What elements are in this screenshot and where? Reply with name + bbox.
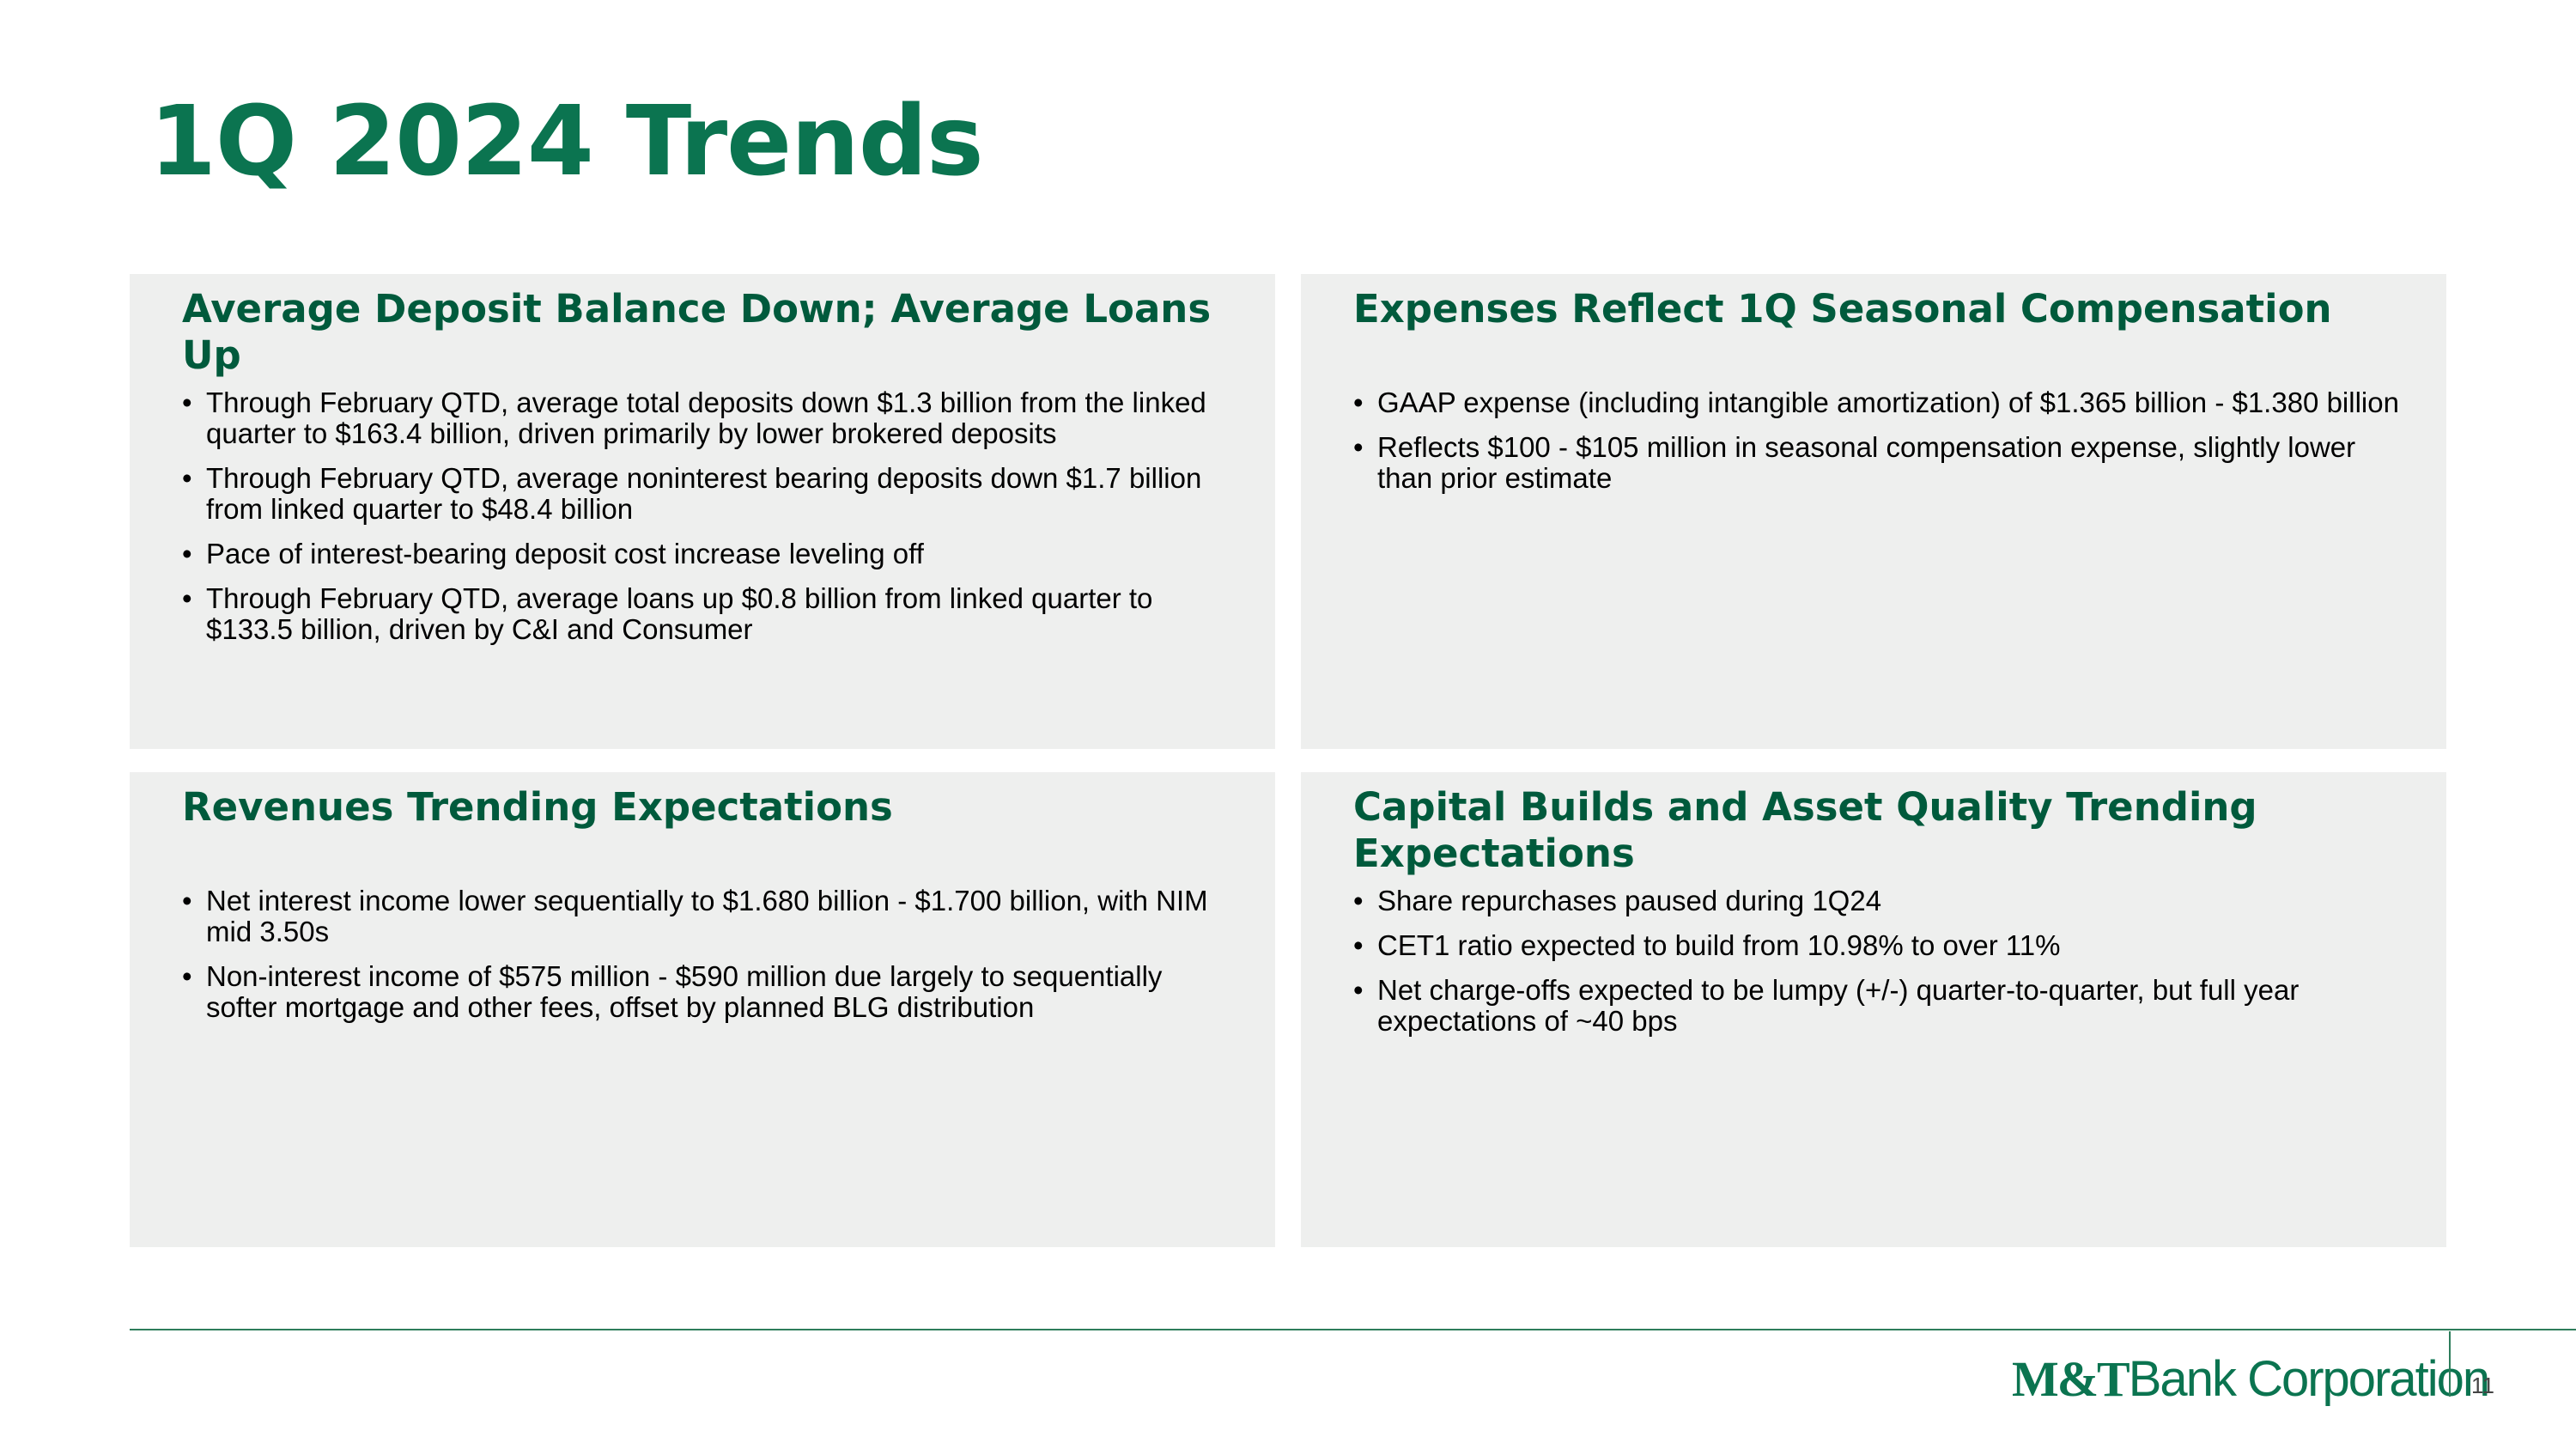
- footer-divider: [2449, 1331, 2451, 1397]
- slide-title: 1Q 2024 Trends: [149, 86, 984, 198]
- bullet-list: Through February QTD, average total depo…: [182, 387, 1241, 645]
- bullet: Through February QTD, average loans up $…: [182, 583, 1241, 645]
- panel-heading: Capital Builds and Asset Quality Trendin…: [1353, 784, 2257, 876]
- logo: M&TBank Corporation: [2012, 1350, 2490, 1408]
- bullet: Through February QTD, average total depo…: [182, 387, 1241, 449]
- logo-mark: M&T: [2012, 1351, 2130, 1407]
- panel: Average Deposit Balance Down; Average Lo…: [130, 274, 1275, 749]
- bullet: Net interest income lower sequentially t…: [182, 886, 1241, 947]
- panel: Revenues Trending Expectations Net intere…: [130, 772, 1275, 1247]
- bullet: CET1 ratio expected to build from 10.98%…: [1353, 930, 2412, 962]
- bullet-list: Net interest income lower sequentially t…: [182, 886, 1241, 1023]
- bullet: Reflects $100 - $105 million in seasonal…: [1353, 432, 2412, 494]
- footer-rule: [130, 1329, 2576, 1330]
- bullet: Share repurchases paused during 1Q24: [1353, 886, 2412, 917]
- logo-text: Bank Corporation: [2128, 1351, 2490, 1407]
- page-number: 11: [2471, 1373, 2494, 1398]
- panel: Capital Builds and Asset Quality Trendin…: [1301, 772, 2446, 1247]
- bullet: Through February QTD, average noninteres…: [182, 463, 1241, 525]
- panel-heading: Revenues Trending Expectations: [182, 784, 893, 830]
- bullet: Non-interest income of $575 million - $5…: [182, 961, 1241, 1023]
- bullet: Pace of interest-bearing deposit cost in…: [182, 539, 1241, 570]
- panel-heading: Expenses Reflect 1Q Seasonal Compensatio…: [1353, 286, 2332, 332]
- bullet-list: Share repurchases paused during 1Q24 CET1…: [1353, 886, 2412, 1037]
- panel: Expenses Reflect 1Q Seasonal Compensatio…: [1301, 274, 2446, 749]
- panel-heading: Average Deposit Balance Down; Average Lo…: [182, 286, 1212, 378]
- bullet: Net charge-offs expected to be lumpy (+/…: [1353, 975, 2412, 1037]
- bullet: GAAP expense (including intangible amort…: [1353, 387, 2412, 419]
- bullet-list: GAAP expense (including intangible amort…: [1353, 387, 2412, 494]
